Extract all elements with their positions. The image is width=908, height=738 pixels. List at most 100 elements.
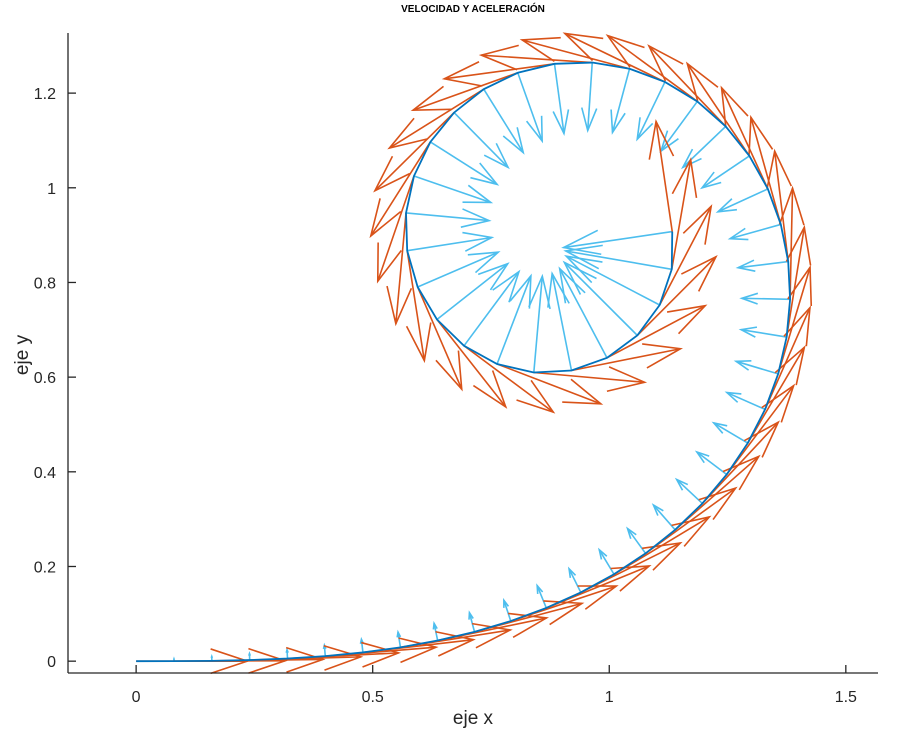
arrow-shaft (429, 141, 498, 186)
arrow-head (470, 162, 500, 186)
arrow-shaft (417, 251, 499, 288)
velocity-arrow (410, 72, 519, 112)
arrow-head (410, 85, 452, 112)
acceleration-arrow (558, 266, 608, 359)
arrow-head (361, 641, 402, 668)
arrow-head (468, 610, 474, 620)
acceleration-arrow (610, 68, 631, 135)
arrow-shaft (726, 391, 766, 411)
velocity-arrow (386, 212, 413, 327)
arrow-shaft (735, 360, 779, 375)
arrow-shaft (626, 528, 647, 554)
acceleration-arrow (735, 259, 789, 272)
arrow-head (735, 259, 756, 272)
arrow-head (666, 304, 708, 335)
arrow-head (681, 148, 702, 170)
arrow-shaft (568, 568, 582, 593)
trajectory-line (136, 61, 791, 663)
acceleration-arrow (562, 260, 638, 336)
arrow-head (460, 208, 492, 228)
arrow-head (785, 224, 812, 266)
arrow-head (626, 526, 637, 539)
acceleration-arrow (453, 112, 510, 170)
velocity-arrow (562, 32, 666, 83)
velocity-arrow (369, 141, 432, 239)
y-tick-label: 0.6 (34, 370, 56, 387)
arrow-shaft (655, 121, 674, 232)
arrow-head (562, 32, 604, 62)
arrow-head (509, 273, 532, 309)
y-tick-label: 0 (47, 654, 56, 671)
arrow-shaft (586, 62, 594, 131)
arrow-shaft (397, 632, 402, 648)
acceleration-arrow (417, 251, 501, 288)
acceleration-arrow (636, 81, 666, 142)
arrow-shaft (503, 599, 512, 622)
acceleration-arrow (396, 629, 402, 648)
arrow-shaft (536, 585, 548, 609)
y-tick-label: 0.2 (34, 559, 56, 576)
arrow-head (441, 61, 483, 87)
arrow-shaft (773, 151, 790, 262)
acceleration-arrow (248, 650, 252, 661)
arrow-head (552, 109, 570, 136)
acceleration-arrow (407, 231, 495, 252)
velocity-arrow (701, 420, 780, 505)
arrow-head (636, 117, 654, 142)
acceleration-arrow (552, 63, 570, 136)
arrow-shaft (553, 63, 565, 134)
acceleration-arrow (564, 255, 661, 306)
arrow-head (432, 620, 438, 630)
arrow-shaft (388, 88, 485, 149)
x-tick-label: 1 (605, 689, 614, 706)
acceleration-arrow (715, 188, 769, 213)
arrow-shaft (463, 345, 554, 413)
arrow-head (323, 644, 364, 671)
velocity-arrow (463, 345, 556, 414)
arrow-shaft (407, 236, 492, 252)
arrow-shaft (652, 504, 676, 531)
velocity-arrow (636, 254, 718, 336)
acceleration-arrow (626, 526, 647, 554)
arrow-head (720, 85, 749, 127)
arrow-head (508, 612, 550, 639)
arrow-shaft (750, 117, 782, 225)
acceleration-arrow (285, 647, 289, 659)
arrow-shaft (565, 255, 661, 306)
arrow-head (564, 255, 603, 284)
arrow-head (647, 44, 684, 82)
arrow-head (285, 647, 289, 653)
acceleration-arrow (463, 269, 521, 347)
arrow-head (561, 229, 602, 256)
arrow-head (369, 198, 402, 239)
arrow-shaft (558, 268, 608, 359)
arrow-shaft (533, 371, 645, 384)
arrow-head (748, 114, 774, 156)
y-tick-label: 1 (47, 181, 56, 198)
acceleration-arrow (359, 636, 365, 653)
arrow-head (711, 421, 728, 434)
arrow-head (699, 171, 722, 190)
acceleration-arrow (413, 175, 494, 204)
acceleration-arrow (699, 155, 750, 190)
arrow-shaft (674, 455, 760, 531)
arrow-shaft (496, 275, 532, 365)
arrow-head (648, 119, 675, 160)
velocity-arrow (376, 175, 415, 284)
arrow-head (778, 185, 805, 226)
arrow-head (516, 379, 556, 414)
arrow-shaft (777, 267, 811, 375)
arrow-shaft (481, 54, 593, 64)
arrow-shaft (377, 175, 415, 282)
arrow-shaft (412, 72, 519, 111)
arrow-shaft (611, 68, 631, 133)
acceleration-arrow (739, 292, 791, 305)
velocity-arrow (571, 343, 684, 372)
arrow-head (477, 262, 510, 291)
arrow-shaft (496, 363, 602, 405)
axes: 0 0.5 1 1.5 0 0.2 0.4 0.6 0.8 1 1.2 (34, 33, 878, 706)
arrow-head (577, 585, 619, 610)
velocity-arrow (533, 366, 648, 393)
arrow-head (503, 597, 510, 608)
acceleration-arrow (468, 610, 476, 633)
